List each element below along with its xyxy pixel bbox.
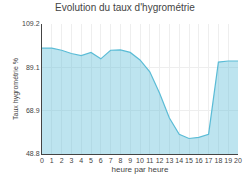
svg-text:48.8: 48.8 [26, 150, 40, 157]
svg-text:19: 19 [224, 157, 232, 164]
svg-text:8: 8 [118, 157, 122, 164]
svg-text:89.1: 89.1 [26, 64, 40, 71]
svg-text:10: 10 [136, 157, 144, 164]
svg-text:20: 20 [234, 157, 242, 164]
svg-text:12: 12 [156, 157, 164, 164]
svg-text:15: 15 [185, 157, 193, 164]
svg-text:18: 18 [215, 157, 223, 164]
svg-text:Taux hygrométrie %: Taux hygrométrie % [12, 58, 20, 120]
svg-text:0: 0 [40, 157, 44, 164]
svg-text:17: 17 [205, 157, 213, 164]
svg-text:2: 2 [60, 157, 64, 164]
svg-text:13: 13 [166, 157, 174, 164]
svg-text:Evolution du taux d'hygrométri: Evolution du taux d'hygrométrie [55, 2, 195, 13]
svg-text:9: 9 [128, 157, 132, 164]
svg-text:heure par heure: heure par heure [112, 165, 169, 174]
svg-text:16: 16 [195, 157, 203, 164]
svg-text:14: 14 [175, 157, 183, 164]
svg-text:5: 5 [89, 157, 93, 164]
svg-text:68.9: 68.9 [26, 107, 40, 114]
svg-text:7: 7 [109, 157, 113, 164]
svg-text:3: 3 [69, 157, 73, 164]
svg-text:1: 1 [50, 157, 54, 164]
svg-text:4: 4 [79, 157, 83, 164]
svg-text:11: 11 [146, 157, 153, 164]
svg-text:109.2: 109.2 [22, 20, 40, 27]
svg-text:6: 6 [99, 157, 103, 164]
